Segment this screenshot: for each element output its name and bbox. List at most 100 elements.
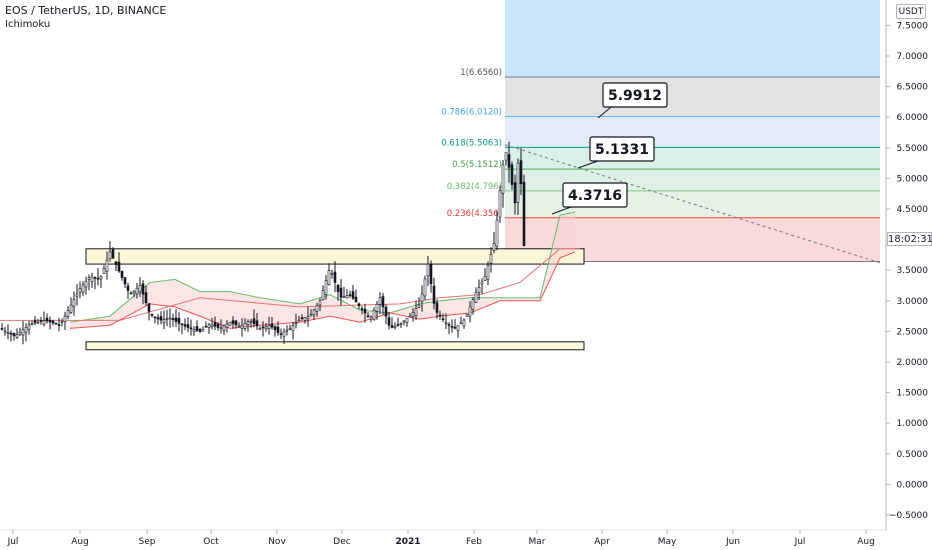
candle-body [345, 295, 349, 299]
candle-body [66, 310, 70, 317]
candle-body [33, 320, 37, 324]
candle-body [168, 317, 172, 320]
candle-body [279, 333, 283, 335]
candle-body [276, 326, 280, 333]
candle-body [417, 304, 421, 308]
candle-body [87, 277, 91, 280]
price-annotations[interactable]: 5.9912 5.1331 4.3716 [551, 82, 668, 215]
y-tick-label: 3.0000 [897, 297, 929, 307]
candle-body [36, 321, 40, 324]
candle-body [405, 318, 409, 323]
callout-box [589, 136, 655, 162]
candle-body [258, 328, 262, 330]
candle-body [474, 292, 478, 303]
candle-body [228, 321, 232, 326]
candle-body [108, 251, 112, 260]
callout-value: 4.3716 [568, 188, 622, 204]
candle-body [183, 324, 187, 327]
candle-body [243, 323, 247, 329]
candle-body [324, 280, 328, 295]
candle-body [447, 324, 451, 326]
candle-body [459, 322, 463, 325]
candle-body [384, 306, 388, 317]
fib-label-0.786: 0.786(6.0120) [441, 107, 502, 117]
candle-body [366, 315, 370, 318]
candle-body [321, 290, 325, 300]
candle-body [75, 293, 79, 297]
y-tick-label: 4.5000 [897, 205, 929, 215]
y-tick-label: 2.0000 [897, 358, 929, 368]
candle-body [354, 296, 358, 303]
chart-legend: EOS / TetherUS, 1D, BINANCE Ichimoku [5, 4, 166, 32]
fibonacci-retracement[interactable]: 1(6.6560) 0.786(6.0120) 0.618(5.5063) 0.5(5… [441, 0, 881, 264]
candle-body [303, 317, 307, 321]
fib-band-1 [505, 77, 880, 117]
candle-body [165, 318, 169, 320]
candle-body [420, 293, 424, 303]
candle-body [153, 316, 157, 319]
candle-body [123, 277, 127, 285]
candle-body [252, 318, 256, 324]
candle-body [72, 299, 76, 308]
time-axis[interactable]: Jul Aug Sep Oct Nov Dec 2021 Feb Mar Apr May Jun Jul… [7, 530, 875, 547]
candle-body [387, 317, 391, 326]
x-tick-label: Aug [857, 537, 875, 547]
ichimoku-kumo [70, 212, 575, 329]
candle-body [78, 288, 82, 293]
candle-body [9, 332, 13, 335]
candle-body [300, 317, 304, 319]
candle-body [390, 325, 394, 328]
price-axis[interactable]: 7.5000 7.0000 6.5000 6.0000 5.5000 5.0000 4.50… [886, 21, 928, 521]
fib-label-0.382: 0.382(4.796) [447, 182, 502, 192]
currency-unit[interactable]: USDT [896, 4, 926, 19]
candle-body [24, 327, 28, 333]
fib-band-0.786 [505, 116, 880, 148]
candle-body [513, 182, 517, 204]
candle-body [54, 323, 58, 325]
candle-body [492, 242, 496, 251]
candle-body [261, 326, 265, 329]
candle-body [327, 270, 331, 285]
candle-body [273, 326, 277, 331]
candle-body [336, 284, 340, 292]
kijun-sen [0, 248, 580, 321]
candle-body [426, 263, 430, 277]
candle-body [234, 320, 238, 326]
candle-body [444, 322, 448, 325]
candle-body [255, 320, 259, 327]
candle-body [504, 152, 508, 161]
x-tick-label: Apr [594, 537, 610, 547]
callout-pointer [597, 106, 612, 119]
callout-value: 5.9912 [608, 88, 662, 104]
candle-body [51, 320, 55, 324]
x-tick-label: Mar [529, 537, 546, 547]
candle-body [90, 276, 94, 282]
candle-body [369, 316, 373, 320]
candle-body [105, 259, 109, 272]
candle-body [516, 162, 520, 203]
fib-band-0.5 [505, 169, 880, 191]
callout-box [562, 182, 628, 208]
candle-body [213, 322, 217, 327]
fib-label-1: 1(6.6560) [460, 68, 502, 78]
x-tick-label: Aug [71, 537, 89, 547]
candle-body [0, 328, 4, 330]
candle-body [399, 322, 403, 325]
candle-body [480, 281, 484, 285]
candle-body [393, 325, 397, 328]
candle-body [198, 329, 202, 332]
candle-body [291, 325, 295, 331]
candle-body [57, 324, 61, 326]
candle-body [357, 303, 361, 306]
candle-body [114, 261, 118, 265]
candle-body [507, 154, 511, 168]
candle-body [219, 327, 223, 330]
callout-pointer [577, 160, 599, 169]
support-resistance-zones[interactable] [85, 248, 585, 351]
candle-body [120, 270, 124, 278]
candle-body [18, 331, 22, 335]
candle-body [360, 308, 364, 311]
candle-body [207, 324, 211, 329]
x-tick-label: Sep [139, 537, 156, 547]
